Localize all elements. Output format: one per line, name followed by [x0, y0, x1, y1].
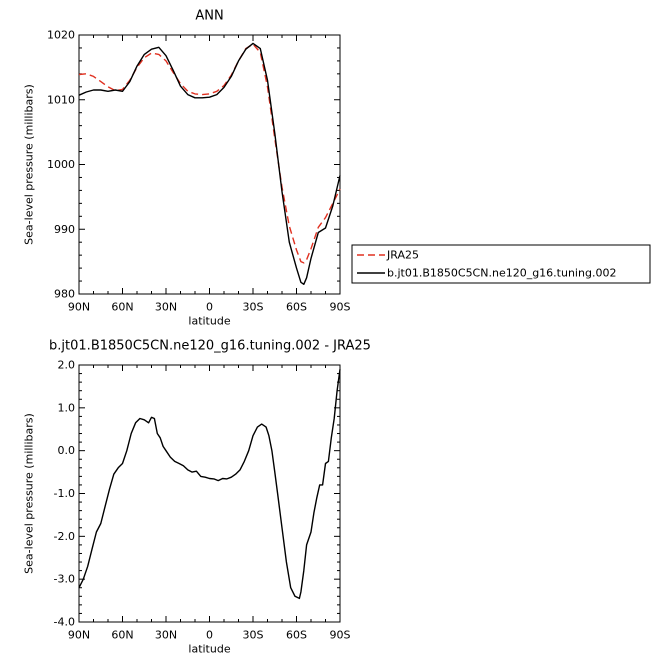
legend-label: JRA25 — [386, 249, 419, 262]
y-tick-label: -1.0 — [54, 487, 75, 500]
y-tick-label: 1010 — [47, 93, 75, 106]
x-tick-label: 60N — [111, 629, 133, 642]
series-line-jra25 — [78, 43, 341, 264]
x-tick-label: 0 — [206, 301, 213, 314]
chart-title: ANN — [195, 9, 223, 24]
x-axis-label: latitude — [188, 315, 230, 328]
x-tick-label: 0 — [206, 629, 213, 642]
difference-line — [78, 369, 341, 600]
legend-box — [351, 244, 651, 284]
y-tick-label: 1000 — [47, 158, 75, 171]
bottom-panel: 90N 60N 30N 0 30S 60S 90S -4.0 -3.0 -2.0 -1.0 0.0 1.… — [23, 339, 371, 656]
y-tick-label: 0.0 — [58, 444, 76, 457]
y-tick-label: 990 — [54, 223, 75, 236]
legend-label: b.jt01.B1850C5CN.ne120_g16.tuning.002 — [387, 267, 616, 280]
x-axis-label: latitude — [188, 643, 230, 656]
plot-frame — [78, 364, 341, 623]
x-tick-label: 30N — [155, 301, 177, 314]
y-tick-label: 980 — [54, 288, 75, 301]
y-tick-label: 1.0 — [58, 401, 76, 414]
series-line-model — [78, 42, 341, 285]
y-axis-label: Sea-level pressure (millibars) — [23, 84, 36, 245]
y-tick-label: -4.0 — [54, 616, 75, 629]
plot-frame — [78, 34, 341, 295]
y-tick-label: -2.0 — [54, 530, 75, 543]
x-tick-label: 90N — [68, 629, 90, 642]
y-axis-label: Sea-level pressure (millibars) — [23, 413, 36, 574]
x-tick-label: 90S — [330, 629, 351, 642]
top-panel: 90N 60N 30N 0 30S 60S 90S 980 990 1000 1010 1020 ANN… — [23, 9, 351, 328]
x-tick-label: 30S — [243, 629, 264, 642]
y-tick-label: -3.0 — [54, 573, 75, 586]
y-tick-label: 1020 — [47, 29, 75, 42]
x-tick-label: 60S — [286, 301, 307, 314]
x-tick-label: 30S — [243, 301, 264, 314]
x-tick-label: 30N — [155, 629, 177, 642]
x-tick-label: 60S — [286, 629, 307, 642]
x-tick-label: 90N — [68, 301, 90, 314]
x-tick-label: 60N — [111, 301, 133, 314]
chart-title: b.jt01.B1850C5CN.ne120_g16.tuning.002 - … — [49, 339, 371, 354]
x-tick-label: 90S — [330, 301, 351, 314]
legend: JRA25 b.jt01.B1850C5CN.ne120_g16.tuning.0… — [351, 244, 651, 284]
y-tick-label: 2.0 — [58, 359, 76, 372]
